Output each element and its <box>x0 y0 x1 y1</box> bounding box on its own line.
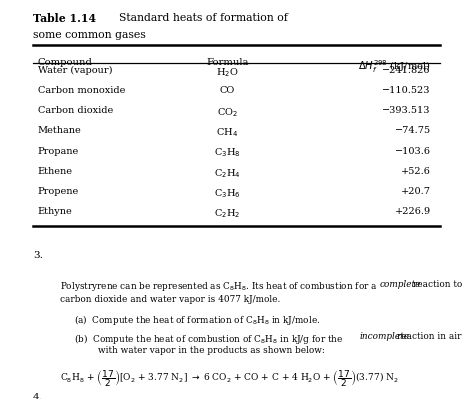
Text: C$_8$H$_8$ + $\left(\dfrac{17}{2}\right)$[O$_2$ + 3.77 N$_2$] $\rightarrow$ 6 CO: C$_8$H$_8$ + $\left(\dfrac{17}{2}\right)… <box>60 368 399 389</box>
Text: Propene: Propene <box>37 187 79 196</box>
Text: Table 1.14: Table 1.14 <box>33 13 96 24</box>
Text: CH$_4$: CH$_4$ <box>216 126 238 139</box>
Text: Carbon dioxide: Carbon dioxide <box>37 106 113 115</box>
Text: (b)  Compute the heat of combustion of C$_8$H$_8$ in kJ/g for the: (b) Compute the heat of combustion of C$… <box>73 332 343 346</box>
Text: Methane: Methane <box>37 126 82 136</box>
Text: C$_3$H$_8$: C$_3$H$_8$ <box>214 147 241 160</box>
Text: $\Delta H_f^{298}$ (kJ/mol): $\Delta H_f^{298}$ (kJ/mol) <box>357 58 431 75</box>
Text: −110.523: −110.523 <box>382 86 431 95</box>
Text: C$_2$H$_4$: C$_2$H$_4$ <box>214 167 241 180</box>
Text: CO$_2$: CO$_2$ <box>217 106 238 119</box>
Text: CO: CO <box>220 86 235 95</box>
Text: C$_2$H$_2$: C$_2$H$_2$ <box>214 207 240 220</box>
Text: Ethyne: Ethyne <box>37 207 73 216</box>
Text: complete: complete <box>379 280 420 289</box>
Text: −393.513: −393.513 <box>382 106 431 115</box>
Text: reaction to: reaction to <box>410 280 463 289</box>
Text: +226.9: +226.9 <box>394 207 431 216</box>
Text: Compound: Compound <box>37 58 92 67</box>
Text: Polystryrene can be represented as C$_8$H$_8$. Its heat of combustion for a: Polystryrene can be represented as C$_8$… <box>60 280 378 293</box>
Text: −241.826: −241.826 <box>382 66 431 75</box>
Text: (a)  Compute the heat of formation of C$_8$H$_8$ in kJ/mole.: (a) Compute the heat of formation of C$_… <box>73 313 320 328</box>
Text: Ethene: Ethene <box>37 167 73 176</box>
Text: Propane: Propane <box>37 147 79 156</box>
Text: −74.75: −74.75 <box>394 126 431 136</box>
Text: C$_3$H$_6$: C$_3$H$_6$ <box>214 187 241 200</box>
Text: +20.7: +20.7 <box>401 187 431 196</box>
Text: with water vapor in the products as shown below:: with water vapor in the products as show… <box>98 346 325 356</box>
Text: carbon dioxide and water vapor is 4077 kJ/mole.: carbon dioxide and water vapor is 4077 k… <box>60 295 281 304</box>
Text: incomplete: incomplete <box>360 332 410 341</box>
Text: −103.6: −103.6 <box>395 147 431 156</box>
Text: 4.: 4. <box>33 393 43 399</box>
Text: Standard heats of formation of: Standard heats of formation of <box>112 13 288 23</box>
Text: 3.: 3. <box>33 251 43 260</box>
Text: reaction in air: reaction in air <box>393 332 461 341</box>
Text: +52.6: +52.6 <box>401 167 431 176</box>
Text: Carbon monoxide: Carbon monoxide <box>37 86 125 95</box>
Text: Formula: Formula <box>206 58 248 67</box>
Text: Water (vapour): Water (vapour) <box>37 66 112 75</box>
Text: H$_2$O: H$_2$O <box>216 66 239 79</box>
Text: some common gases: some common gases <box>33 30 146 40</box>
